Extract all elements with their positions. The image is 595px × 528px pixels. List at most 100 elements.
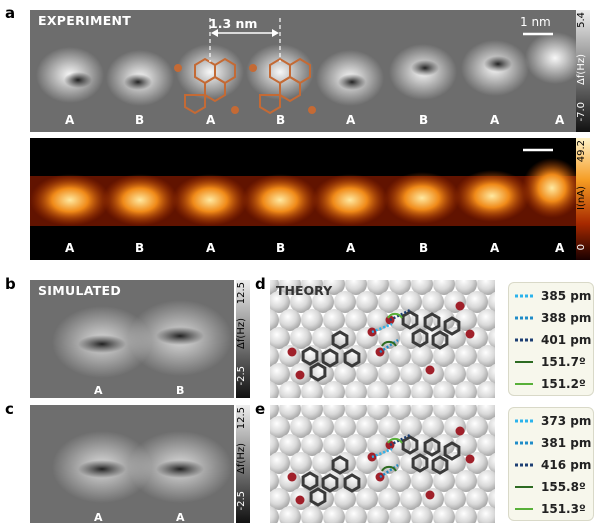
substrate-atom — [422, 291, 444, 313]
substrate-atom — [389, 506, 411, 523]
substrate-atom — [301, 309, 323, 331]
stm-colorbar: 49.2 I(nA) 0 — [576, 138, 590, 260]
substrate-atom — [455, 381, 477, 398]
scale-bar-label: 1 nm — [520, 15, 551, 29]
sim-c-label-2: A — [176, 511, 185, 524]
legend-row: 388 pm — [515, 307, 593, 329]
stm-image-graphic — [30, 138, 582, 260]
stm-image: A B A B A B A A — [30, 138, 582, 260]
oxygen-atom — [287, 347, 297, 357]
distance-swatch-icon — [515, 316, 533, 320]
substrate-atom — [270, 345, 279, 367]
afm-cbar-unit: Δf(Hz) — [576, 54, 587, 85]
spacing-label: 1.3 nm — [209, 16, 258, 31]
substrate-atom — [312, 452, 334, 474]
afm-label-8: A — [555, 113, 565, 127]
substrate-atom — [270, 452, 290, 474]
substrate-atom — [279, 381, 301, 398]
substrate-atom — [270, 327, 290, 349]
substrate-atom — [389, 381, 411, 398]
panel-letter-b: b — [5, 275, 16, 293]
legend-value: 155.8º — [541, 480, 586, 494]
substrate-atom — [477, 434, 495, 456]
substrate-atom — [290, 291, 312, 313]
distance-swatch-icon — [515, 441, 533, 445]
stm-cbar-min: 0 — [576, 244, 587, 251]
simulated-image-b: SIMULATED A B — [30, 280, 234, 398]
oxygen-atom — [465, 454, 475, 464]
substrate-atom — [367, 381, 389, 398]
angle-swatch-icon — [515, 383, 533, 385]
legend-value: 151.2º — [541, 377, 586, 391]
theory-model-d: THEORY — [270, 280, 495, 398]
substrate-atom — [323, 280, 345, 295]
distance-swatch-icon — [515, 419, 533, 423]
substrate-atom — [356, 488, 378, 510]
stm-molecules — [30, 158, 582, 226]
simulated-graphic-b — [30, 280, 234, 398]
substrate-atom — [312, 416, 334, 438]
substrate-atom — [433, 345, 455, 367]
substrate-atom — [433, 280, 455, 295]
substrate-surface-e — [270, 405, 495, 523]
oxygen-atom — [287, 472, 297, 482]
substrate-atom — [455, 506, 477, 523]
substrate-atom — [411, 506, 433, 523]
legend-value: 151.3º — [541, 502, 586, 516]
substrate-atom — [356, 363, 378, 385]
substrate-atom — [270, 488, 290, 510]
stm-cbar-max: 49.2 — [576, 140, 587, 163]
panel-letter-c: c — [5, 400, 14, 418]
sim-b-cbar-unit: Δf(Hz) — [236, 318, 247, 349]
substrate-atom — [279, 405, 301, 420]
substrate-atom — [411, 381, 433, 398]
legend-row: 381 pm — [515, 432, 593, 454]
substrate-atom — [279, 309, 301, 331]
angle-arc — [387, 312, 403, 319]
substrate-atom — [290, 416, 312, 438]
distance-swatch-icon — [515, 294, 533, 298]
sim-c-label-1: A — [94, 511, 103, 524]
substrate-atom — [389, 345, 411, 367]
legend-d: 385 pm 388 pm 401 pm 151.7º 151.2º — [508, 282, 594, 396]
afm-cbar-max: 5.4 — [576, 12, 587, 28]
substrate-atom — [433, 405, 455, 420]
legend-value: 373 pm — [541, 414, 592, 428]
legend-value: 385 pm — [541, 289, 592, 303]
sim-b-colorbar: 12.5 Δf(Hz) -2.5 — [236, 280, 250, 398]
substrate-atom — [301, 434, 323, 456]
angle-swatch-icon — [515, 486, 533, 488]
substrate-atom — [400, 363, 422, 385]
oxygen-atom — [425, 490, 435, 500]
substrate-atom — [323, 434, 345, 456]
oxygen-atom — [455, 301, 465, 311]
legend-value: 151.7º — [541, 355, 586, 369]
distance-swatch-icon — [515, 338, 533, 342]
afm-label-5: A — [346, 113, 356, 127]
substrate-atom — [334, 363, 356, 385]
substrate-atom — [455, 470, 477, 492]
substrate-atom — [389, 405, 411, 420]
stm-label-6: B — [419, 241, 429, 255]
substrate-atom — [455, 309, 477, 331]
oxygen-atom — [455, 426, 465, 436]
angle-swatch-icon — [515, 508, 533, 510]
substrate-atom — [477, 381, 495, 398]
substrate-atom — [367, 280, 389, 295]
afm-label-7: A — [490, 113, 500, 127]
sim-b-cbar-max: 12.5 — [236, 282, 247, 305]
legend-value: 416 pm — [541, 458, 592, 472]
substrate-atom — [334, 488, 356, 510]
substrate-atom — [270, 434, 279, 456]
substrate-atom — [378, 416, 400, 438]
legend-value: 388 pm — [541, 311, 592, 325]
substrate-atom — [270, 291, 290, 313]
molecule-skeleton — [301, 310, 461, 382]
legend-row: 373 pm — [515, 410, 593, 432]
legend-row: 151.2º — [515, 373, 593, 395]
substrate-atom — [488, 363, 495, 385]
substrate-atom — [378, 291, 400, 313]
substrate-atom — [488, 488, 495, 510]
theory-title: THEORY — [276, 283, 333, 298]
substrate-atom — [345, 405, 367, 420]
